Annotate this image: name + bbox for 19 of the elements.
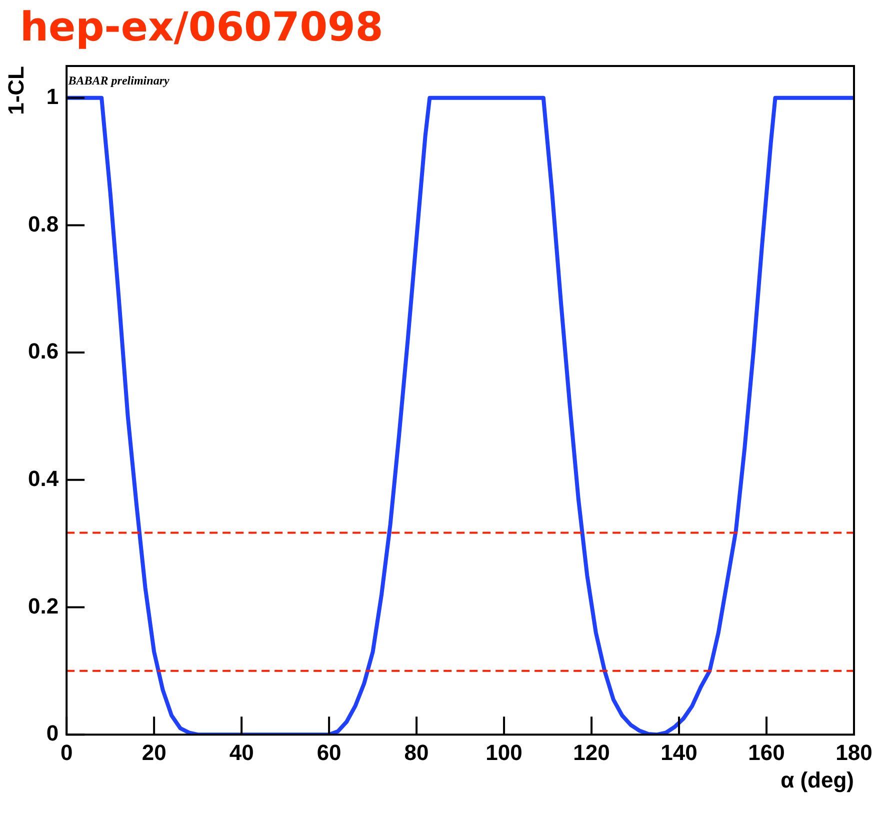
y-tick-label: 0.8 <box>28 211 59 236</box>
x-tick-label: 20 <box>142 740 166 765</box>
x-tick-label: 120 <box>573 740 610 765</box>
x-tick-label: 140 <box>660 740 698 765</box>
x-tick-label: 40 <box>229 740 254 765</box>
y-tick-label: 0.4 <box>28 466 60 491</box>
x-tick-label: 80 <box>404 740 429 765</box>
chart-title: hep-ex/0607098 <box>20 4 384 50</box>
y-tick-label: 0 <box>46 720 59 746</box>
annotation: BABAR preliminary <box>67 74 170 88</box>
y-tick-label: 0.6 <box>28 338 59 364</box>
y-tick-label: 0.2 <box>28 593 59 618</box>
x-tick-label: 100 <box>486 740 522 765</box>
x-tick-label: 180 <box>836 740 872 765</box>
y-axis-title: 1-CL <box>4 66 29 115</box>
x-tick-label: 160 <box>748 740 785 765</box>
x-tick-label: 60 <box>316 740 342 765</box>
x-axis-title: α (deg) <box>780 768 854 793</box>
y-tick-label: 1 <box>46 84 59 109</box>
